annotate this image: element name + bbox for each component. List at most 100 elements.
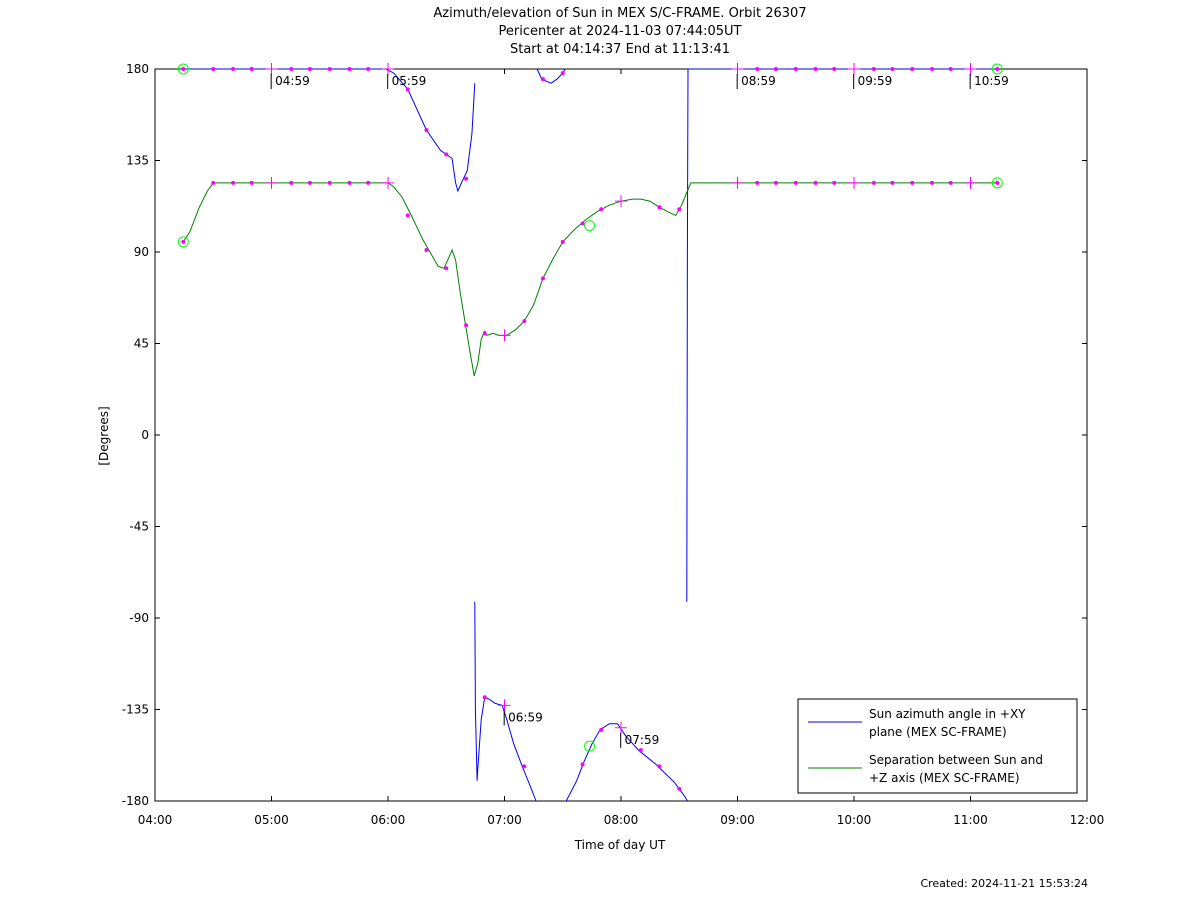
orbit-event-circle	[991, 177, 1003, 189]
data-point-marker	[522, 319, 527, 324]
data-point-marker	[405, 213, 410, 218]
data-point-marker	[580, 221, 585, 226]
created-timestamp: Created: 2024-11-21 15:53:24	[920, 877, 1088, 890]
data-point-marker	[231, 67, 236, 71]
orbit-event-circle	[177, 63, 189, 75]
hour-marker	[265, 176, 278, 189]
data-point-marker	[930, 180, 935, 185]
data-point-marker	[307, 67, 312, 71]
data-point-marker	[560, 239, 565, 244]
time-label: 05:59	[392, 74, 427, 88]
legend-box	[797, 698, 1078, 794]
x-tick-label: 12:00	[1070, 813, 1105, 827]
legend-label: Sun azimuth angle in +XY	[869, 707, 1026, 721]
data-point-marker	[657, 764, 662, 769]
y-tick-label: 0	[141, 428, 149, 442]
hour-marker	[498, 329, 511, 342]
plot-frame	[154, 68, 1088, 802]
y-tick-label: 45	[134, 337, 149, 351]
azimuth-line	[686, 68, 998, 602]
x-axis-label: Time of day UT	[574, 838, 666, 852]
data-point-marker	[638, 748, 643, 753]
x-tick-label: 06:00	[371, 813, 406, 827]
legend: Sun azimuth angle in +XY plane (MEX SC-FR…	[797, 698, 1078, 794]
data-point-marker	[327, 180, 332, 185]
data-point-marker	[995, 67, 1000, 71]
data-point-marker	[327, 67, 332, 71]
data-point-marker	[249, 67, 254, 71]
data-point-marker	[890, 67, 895, 71]
data-point-marker	[832, 180, 837, 185]
x-tick-label: 08:00	[604, 813, 639, 827]
time-labels: 04:59 05:59 06:59 07:59 08:59 09:59 10:59	[270, 74, 1009, 748]
hour-marker	[731, 176, 744, 189]
data-point-marker	[211, 180, 216, 185]
data-point-marker	[289, 180, 294, 185]
data-point-marker	[540, 276, 545, 281]
chart-title: Azimuth/elevation of Sun in MEX S/C-FRAM…	[433, 6, 806, 57]
data-point-marker	[793, 180, 798, 185]
hour-marker	[848, 63, 860, 75]
azimuth-line	[536, 68, 566, 84]
hour-marker	[382, 176, 394, 189]
data-point-marker	[773, 180, 778, 185]
y-tick-label: 90	[134, 245, 149, 259]
azimuth-line	[183, 68, 476, 193]
y-tick-label: 135	[126, 154, 149, 168]
data-point-marker	[405, 87, 410, 92]
data-point-marker	[677, 786, 682, 791]
data-point-marker	[464, 176, 469, 181]
title-line-1: Azimuth/elevation of Sun in MEX S/C-FRAM…	[433, 6, 806, 21]
data-point-marker	[599, 727, 604, 732]
data-point-marker	[813, 67, 818, 71]
data-point-marker	[580, 762, 585, 767]
hour-marker	[848, 176, 860, 189]
data-point-marker	[181, 239, 186, 244]
data-point-marker	[755, 67, 760, 71]
legend-label: plane (MEX SC-FRAME)	[869, 725, 1007, 739]
data-point-marker	[424, 128, 429, 132]
data-point-marker	[677, 207, 682, 212]
data-point-marker	[347, 67, 352, 71]
time-label: 08:59	[741, 74, 776, 88]
x-tick-label: 10:00	[837, 813, 872, 827]
data-point-marker	[890, 180, 895, 185]
orbit-event-circle	[584, 220, 596, 232]
data-point-marker	[444, 266, 449, 271]
y-tick-label: -180	[122, 794, 149, 808]
separation-line	[182, 182, 998, 377]
data-point-marker	[657, 205, 662, 210]
hour-marker	[731, 63, 744, 75]
orbit-event-circle	[584, 740, 596, 752]
legend-label: Separation between Sun and	[869, 753, 1043, 767]
hour-marker	[964, 176, 977, 189]
data-point-marker	[307, 180, 312, 185]
data-point-marker	[793, 67, 798, 71]
x-tick-label: 09:00	[720, 813, 755, 827]
hour-marker	[498, 699, 511, 712]
hour-marker	[615, 721, 627, 734]
data-point-marker	[948, 67, 953, 71]
title-line-2: Pericenter at 2024-11-03 07:44:05UT	[498, 24, 741, 39]
hour-marker	[964, 63, 977, 75]
x-tick-label: 04:00	[138, 813, 173, 827]
x-tick-label: 05:00	[254, 813, 289, 827]
azimuth-line	[474, 601, 537, 802]
data-point-marker	[366, 180, 371, 185]
data-point-marker	[995, 180, 1000, 185]
data-point-marker	[773, 67, 778, 71]
data-point-marker	[871, 180, 876, 185]
data-point-marker	[347, 180, 352, 185]
data-point-marker	[289, 67, 294, 71]
data-point-marker	[249, 180, 254, 185]
data-point-marker	[948, 180, 953, 185]
y-axis-label: [Degrees]	[97, 406, 111, 465]
axes: 04:00 05:00 06:00 07:00 08:00 09:00 10:00 11:00…	[122, 62, 1105, 827]
hour-marker	[615, 195, 627, 208]
data-point-marker	[181, 67, 186, 71]
data-point-marker	[832, 67, 837, 71]
x-tick-label: 11:00	[953, 813, 988, 827]
data-point-marker	[444, 152, 449, 157]
hour-marker	[382, 63, 394, 75]
